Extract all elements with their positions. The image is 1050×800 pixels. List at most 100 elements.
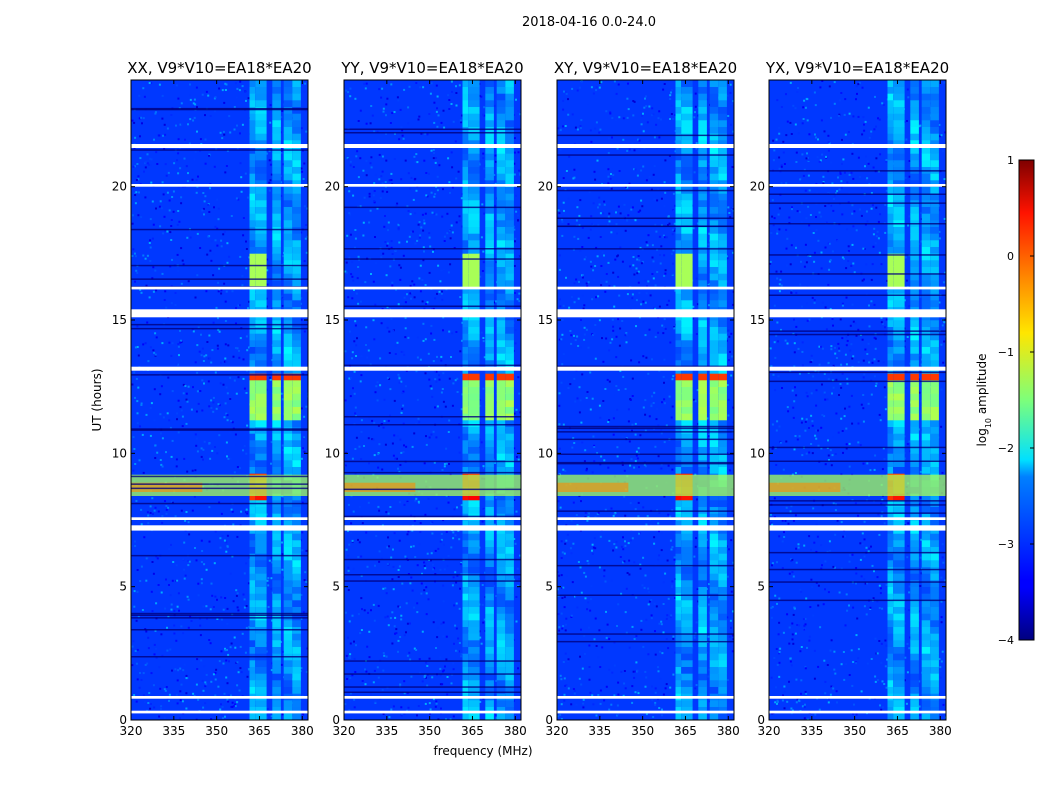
rfi-cell <box>505 600 514 607</box>
noise-pixel <box>608 708 611 711</box>
noise-pixel <box>239 645 242 648</box>
rfi-cell <box>485 506 494 514</box>
rfi-cell <box>255 646 267 654</box>
noise-pixel <box>390 240 393 243</box>
noise-pixel <box>194 296 197 299</box>
noise-pixel <box>409 187 412 190</box>
noise-pixel <box>371 419 374 422</box>
noise-pixel <box>201 679 204 682</box>
noise-pixel <box>414 177 417 180</box>
rfi-cell <box>249 153 256 161</box>
noise-pixel <box>570 614 573 617</box>
noise-pixel <box>446 232 449 235</box>
noise-pixel <box>418 543 421 546</box>
rfi-cell <box>255 633 267 641</box>
noise-pixel <box>200 354 203 357</box>
noise-pixel <box>300 407 303 410</box>
noise-pixel <box>392 548 394 551</box>
noise-pixel <box>195 559 198 562</box>
noise-pixel <box>442 621 445 624</box>
noise-pixel <box>437 264 440 267</box>
noise-pixel <box>455 104 458 107</box>
noise-pixel <box>425 592 428 595</box>
noise-pixel <box>694 400 697 403</box>
noise-pixel <box>143 170 145 173</box>
noise-pixel <box>149 707 152 710</box>
noise-pixel <box>156 451 159 454</box>
noise-pixel <box>581 667 584 670</box>
noise-pixel <box>654 223 657 226</box>
noise-pixel <box>146 254 149 257</box>
noise-pixel <box>176 223 179 226</box>
noise-pixel <box>356 277 359 280</box>
dark-stripe <box>131 428 308 430</box>
rfi-cell <box>272 660 281 667</box>
rfi-cell <box>283 200 293 207</box>
noise-pixel <box>624 185 627 188</box>
rfi-cell <box>468 300 480 307</box>
noise-pixel <box>409 292 412 295</box>
noise-pixel <box>443 126 446 129</box>
rfi-cell <box>462 373 469 381</box>
noise-pixel <box>572 437 575 440</box>
rfi-cell <box>272 353 281 361</box>
rfi-cell <box>462 560 469 567</box>
rfi-cell <box>255 446 267 454</box>
noise-pixel <box>303 330 306 333</box>
noise-pixel <box>380 256 383 259</box>
rfi-cell <box>292 506 301 514</box>
noise-pixel <box>400 618 403 621</box>
noise-pixel <box>351 275 354 278</box>
noise-pixel <box>517 458 520 461</box>
noise-pixel <box>564 629 567 632</box>
noise-pixel <box>429 708 432 711</box>
rfi-cell <box>485 220 494 227</box>
noise-pixel <box>732 610 734 613</box>
rfi-cell <box>468 320 480 327</box>
noise-pixel <box>693 116 696 119</box>
rfi-cell <box>505 560 514 567</box>
noise-pixel <box>513 173 516 176</box>
noise-pixel <box>576 89 579 92</box>
noise-pixel <box>604 580 607 583</box>
noise-pixel <box>304 571 307 574</box>
noise-pixel <box>241 284 244 287</box>
rfi-cell <box>505 393 514 401</box>
noise-pixel <box>644 374 647 377</box>
noise-pixel <box>438 378 441 381</box>
noise-pixel <box>133 448 136 450</box>
noise-pixel <box>211 594 214 597</box>
rfi-cell <box>283 160 293 167</box>
rfi-cell <box>292 100 301 107</box>
noise-pixel <box>664 272 667 275</box>
rfi-cell <box>292 713 301 720</box>
noise-pixel <box>169 265 172 268</box>
noise-pixel <box>163 716 166 719</box>
noise-pixel <box>206 617 208 620</box>
noise-pixel <box>631 685 634 688</box>
noise-pixel <box>603 569 606 572</box>
rfi-cell <box>255 566 267 574</box>
noise-pixel <box>602 400 605 402</box>
noise-pixel <box>442 584 445 587</box>
noise-pixel <box>393 303 396 306</box>
noise-pixel <box>201 379 204 382</box>
noise-pixel <box>377 424 380 427</box>
rfi-cell <box>505 346 514 354</box>
noise-pixel <box>372 603 375 606</box>
rfi-cell <box>283 546 293 554</box>
noise-pixel <box>629 464 632 467</box>
rfi-cell <box>249 540 256 547</box>
rfi-cell <box>485 233 494 241</box>
noise-pixel <box>429 712 431 715</box>
noise-pixel <box>597 295 600 298</box>
rfi-cell <box>485 246 494 254</box>
noise-pixel <box>562 586 565 589</box>
noise-pixel <box>426 552 429 555</box>
rfi-cell <box>468 373 480 381</box>
rfi-cell <box>505 133 514 141</box>
noise-pixel <box>513 137 516 140</box>
noise-pixel <box>203 440 206 443</box>
noise-pixel <box>368 656 371 659</box>
rfi-cell <box>249 513 256 521</box>
